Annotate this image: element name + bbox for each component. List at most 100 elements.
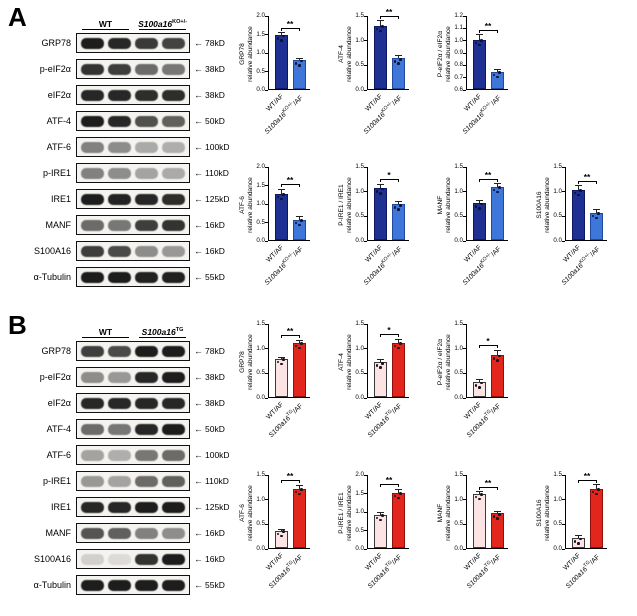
blot-band — [135, 553, 158, 565]
blot-band — [81, 423, 104, 435]
data-point-dot — [393, 206, 397, 210]
blot-row-atf-4: ATF-4 ← 50kD — [18, 108, 240, 134]
left-arrow-icon: ← — [194, 220, 203, 230]
error-bar-cap — [394, 488, 402, 490]
left-arrow-icon: ← — [194, 64, 203, 74]
blot-row-eif2: eIF2α ← 38kD — [18, 82, 240, 108]
chart-row-top: GRP78 relative abundance ** 0.0 0.5 1.0 1.5 2.0… — [238, 4, 636, 155]
blot-row-s100a16: S100A16 ← 16kD — [18, 238, 240, 264]
kd-value: 110kD — [205, 476, 229, 486]
left-arrow-icon: ← — [194, 346, 203, 356]
molecular-weight-label: ← 50kD — [194, 116, 225, 126]
data-point-dot — [282, 358, 285, 361]
blot-band — [162, 89, 185, 101]
blot-band — [162, 527, 185, 539]
y-tick-mark — [463, 15, 466, 17]
bar-genotype — [292, 219, 306, 240]
data-point-dot — [282, 530, 285, 533]
y-axis-label-line2: relative abundance — [444, 485, 452, 541]
significance-bracket — [578, 479, 596, 481]
blot-band — [135, 245, 158, 257]
data-point-dot — [577, 193, 580, 197]
bar-wt — [274, 193, 288, 240]
chart-grp78: GRP78 relative abundance ** 0.0 0.5 1.0 1.5 WT/… — [238, 312, 337, 463]
blot-protein-label: IRE1 — [50, 502, 71, 512]
blot-band — [81, 271, 104, 283]
blot-protein-label: eIF2α — [47, 90, 71, 100]
molecular-weight-label: ← 38kD — [194, 372, 225, 382]
data-point-dot — [280, 39, 283, 42]
data-point-dot — [474, 41, 478, 45]
y-tick-label: 1.0 — [454, 495, 463, 503]
blot-band — [135, 527, 158, 539]
y-tick-label: 0.5 — [454, 369, 463, 377]
data-point-dot — [478, 386, 481, 389]
plot-area: * — [367, 324, 409, 398]
blot-band — [108, 553, 131, 565]
y-axis-label-line1: GRP78 — [239, 43, 246, 65]
significance-bracket — [281, 480, 299, 482]
blot-lane-box — [76, 59, 190, 79]
blot-protein-label: α-Tubulin — [33, 580, 71, 590]
left-arrow-icon: ← — [194, 424, 203, 434]
bar-genotype — [589, 488, 603, 548]
y-axis-label-line2: relative abundance — [246, 334, 254, 390]
significance-bracket-end — [479, 345, 480, 349]
y-tick-mark — [364, 15, 367, 17]
data-point-dot — [379, 29, 382, 33]
data-point-dot — [480, 381, 483, 385]
y-tick-label: 1.5 — [553, 163, 562, 170]
y-tick-mark — [463, 323, 466, 325]
blot-protein-label: S100A16 — [33, 246, 71, 256]
blot-band — [108, 141, 131, 153]
significance-bracket-end — [596, 479, 597, 483]
kd-value: 38kD — [205, 372, 225, 382]
data-point-dot — [474, 384, 478, 387]
y-tick-label: 1.5 — [355, 12, 364, 19]
bar-genotype — [292, 488, 306, 548]
blot-lane-box — [76, 367, 190, 387]
bar-genotype — [490, 513, 504, 548]
blot-band — [162, 193, 185, 205]
bar-genotype — [292, 60, 306, 89]
molecular-weight-label: ← 16kD — [194, 246, 225, 256]
plot-area: * — [367, 167, 409, 241]
y-axis-label-line1: ATF-4 — [338, 45, 345, 63]
y-tick-label: 0.0 — [256, 394, 265, 401]
error-bar-cap — [376, 183, 384, 185]
y-tick-label: 0.0 — [553, 545, 562, 552]
blot-band — [135, 219, 158, 231]
significance-bracket-end — [497, 29, 498, 33]
y-tick-label: 1.0 — [553, 187, 562, 195]
x-tick-label-genotype: S100a16TG/AF — [267, 553, 305, 591]
lane-group-genotype: S100a16KO+/- — [134, 12, 191, 30]
blot-band — [108, 167, 131, 179]
kd-value: 55kD — [205, 272, 225, 282]
error-bar-cap — [376, 511, 384, 513]
data-point-dot — [498, 71, 501, 74]
plot-area: * — [466, 324, 508, 398]
blot-band — [135, 63, 158, 75]
kd-value: 78kD — [205, 346, 225, 356]
kd-value: 50kD — [205, 116, 225, 126]
data-point-dot — [397, 208, 400, 212]
significance-bracket — [281, 184, 299, 186]
significance-bracket-end — [380, 179, 381, 183]
data-point-dot — [478, 207, 481, 210]
data-point-dot — [597, 488, 600, 491]
significance-stars: * — [387, 170, 391, 181]
blot-protein-label: ATF-4 — [46, 424, 71, 434]
data-point-dot — [492, 357, 496, 360]
data-point-dot — [492, 73, 496, 77]
data-point-dot — [591, 490, 595, 494]
blot-protein-label: GRP78 — [41, 346, 71, 356]
lane-label-wt: WT — [98, 326, 113, 337]
blot-band — [81, 475, 104, 487]
data-point-dot — [577, 542, 580, 545]
blot-lane-box — [76, 445, 190, 465]
blot-band — [81, 345, 104, 357]
y-tick-label: 1.0 — [454, 187, 463, 195]
blot-band — [162, 501, 185, 513]
data-point-dot — [480, 493, 483, 496]
blot-band — [108, 345, 131, 357]
